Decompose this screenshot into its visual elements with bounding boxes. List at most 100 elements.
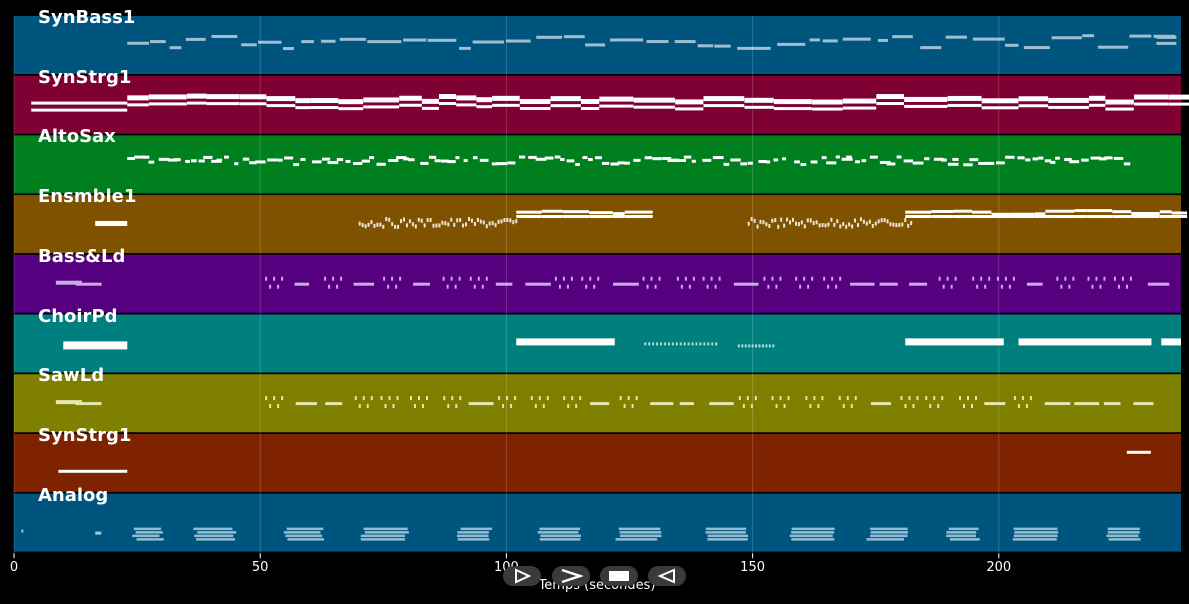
- midi-note: [541, 215, 563, 218]
- midi-note: [370, 220, 373, 225]
- midi-note: [127, 157, 135, 161]
- midi-note: [519, 155, 526, 159]
- midi-note: [173, 158, 181, 162]
- midi-note: [249, 161, 257, 165]
- midi-note: [539, 527, 581, 531]
- midi-note: [870, 527, 908, 531]
- midi-note: [988, 276, 991, 281]
- midi-note: [282, 47, 294, 51]
- midi-note: [831, 276, 834, 281]
- play-button[interactable]: [503, 566, 541, 586]
- midi-note: [339, 37, 366, 41]
- midi-note: [363, 97, 400, 103]
- midi-note: [413, 282, 431, 286]
- midi-note: [570, 276, 573, 281]
- midi-note: [567, 404, 570, 409]
- midi-note: [55, 400, 82, 405]
- midi-note: [886, 219, 889, 224]
- midi-note: [95, 221, 128, 226]
- midi-note: [370, 396, 373, 401]
- midi-note: [321, 39, 336, 43]
- midi-note: [242, 157, 250, 161]
- midi-note: [417, 396, 420, 401]
- midi-note: [234, 162, 239, 166]
- midi-note: [799, 284, 802, 289]
- midi-note: [996, 276, 999, 281]
- midi-note: [671, 342, 674, 346]
- midi-note: [635, 396, 638, 401]
- midi-note: [590, 402, 610, 406]
- midi-note: [758, 159, 767, 163]
- midi-note: [447, 222, 450, 227]
- midi-note: [1095, 276, 1098, 281]
- midi-note: [947, 95, 982, 101]
- midi-note: [811, 99, 843, 105]
- midi-note: [353, 282, 375, 286]
- midi-note: [560, 158, 565, 162]
- midi-note: [285, 534, 323, 538]
- midi-note: [1050, 160, 1056, 164]
- midi-note: [1156, 41, 1177, 45]
- midi-note: [972, 37, 1005, 41]
- midi-note: [539, 538, 581, 541]
- midi-note: [593, 284, 596, 289]
- midi-note: [1014, 531, 1059, 534]
- midi-note: [1086, 209, 1113, 213]
- midi-note: [984, 284, 987, 289]
- midi-note: [360, 538, 405, 541]
- midi-note: [953, 209, 972, 213]
- midi-note: [783, 223, 786, 228]
- midi-note: [1004, 276, 1007, 281]
- midi-note: [827, 284, 830, 289]
- midi-note: [908, 396, 911, 401]
- midi-note: [683, 155, 692, 159]
- midi-note: [558, 284, 561, 289]
- midi-note: [588, 158, 593, 162]
- midi-note: [554, 155, 561, 159]
- midi-note: [537, 531, 579, 534]
- midi-note: [842, 98, 877, 104]
- midi-note: [654, 284, 657, 289]
- midi-note: [676, 159, 686, 163]
- midi-note: [912, 404, 915, 409]
- midi-note: [1168, 94, 1189, 100]
- midi-note: [438, 223, 441, 228]
- midi-note: [195, 538, 235, 541]
- midi-note: [910, 221, 913, 226]
- midi-note: [488, 221, 491, 226]
- midi-note: [277, 158, 283, 162]
- midi-note: [382, 224, 385, 229]
- midi-note: [150, 40, 166, 44]
- midi-note: [854, 396, 857, 401]
- midi-note: [463, 159, 468, 163]
- midi-note: [379, 222, 382, 227]
- midi-note: [941, 396, 944, 401]
- midi-note: [674, 40, 696, 44]
- stop-button[interactable]: [600, 566, 638, 586]
- midi-note: [456, 95, 477, 101]
- midi-note: [877, 38, 888, 42]
- midi-note: [364, 531, 409, 534]
- midi-note: [1060, 284, 1063, 289]
- midi-note: [782, 157, 787, 161]
- midi-note: [619, 534, 662, 538]
- midi-note: [444, 221, 447, 226]
- midi-note: [391, 222, 394, 227]
- midi-note: [1147, 282, 1170, 286]
- midi-note: [980, 276, 983, 281]
- midi-note: [624, 161, 630, 165]
- midi-note: [707, 538, 748, 541]
- midi-note: [991, 212, 1011, 216]
- midi-note: [380, 396, 383, 401]
- midi-note: [948, 527, 979, 531]
- rewind-button[interactable]: [648, 566, 686, 586]
- midi-note: [755, 344, 758, 348]
- midi-note: [465, 222, 468, 227]
- midi-note: [1089, 103, 1106, 107]
- fast-forward-button[interactable]: [552, 566, 590, 586]
- midi-note: [525, 282, 551, 286]
- midi-note: [695, 342, 698, 346]
- midi-note: [667, 159, 677, 163]
- midi-note: [1107, 531, 1140, 534]
- midi-note: [456, 218, 459, 223]
